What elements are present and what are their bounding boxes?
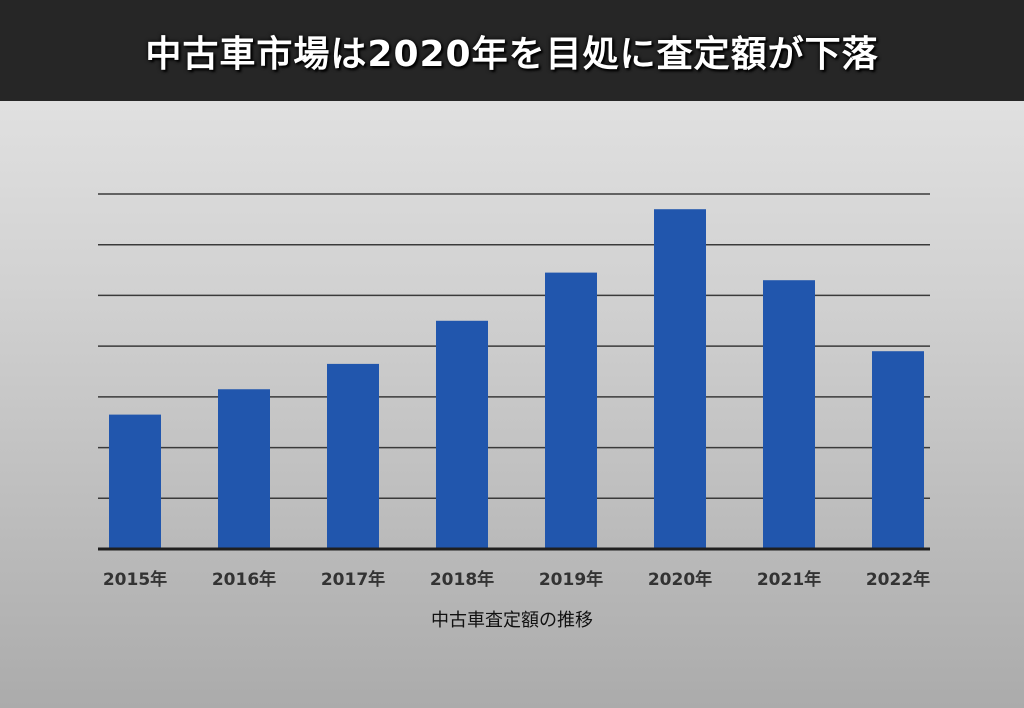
x-tick-label: 2019年	[539, 569, 603, 590]
bar-0	[109, 414, 161, 549]
x-tick-label: 2021年	[757, 569, 821, 590]
bar-2	[327, 363, 379, 549]
x-tick-label: 2020年	[648, 569, 712, 590]
bar-1	[218, 389, 270, 549]
bar-7	[872, 351, 924, 549]
x-tick-label: 2016年	[212, 569, 276, 590]
title-banner: 中古車市場は2020年を目処に査定額が下落	[0, 0, 1024, 101]
x-tick-labels: 2015年 2016年 2017年 2018年 2019年 2020年 2021年 2022年	[103, 569, 930, 590]
x-tick-label: 2022年	[866, 569, 930, 590]
x-tick-label: 2018年	[430, 569, 494, 590]
bar-5	[654, 209, 706, 549]
x-tick-label: 2017年	[321, 569, 385, 590]
bars	[109, 209, 924, 549]
x-axis-caption: 中古車査定額の推移	[431, 610, 593, 631]
bar-4	[545, 272, 597, 549]
page-title: 中古車市場は2020年を目処に査定額が下落	[145, 33, 879, 75]
bar-3	[436, 320, 488, 549]
bar-6	[763, 280, 815, 549]
x-tick-label: 2015年	[103, 569, 167, 590]
bar-chart: 2015年 2016年 2017年 2018年 2019年 2020年 2021年 2022年	[98, 193, 930, 590]
